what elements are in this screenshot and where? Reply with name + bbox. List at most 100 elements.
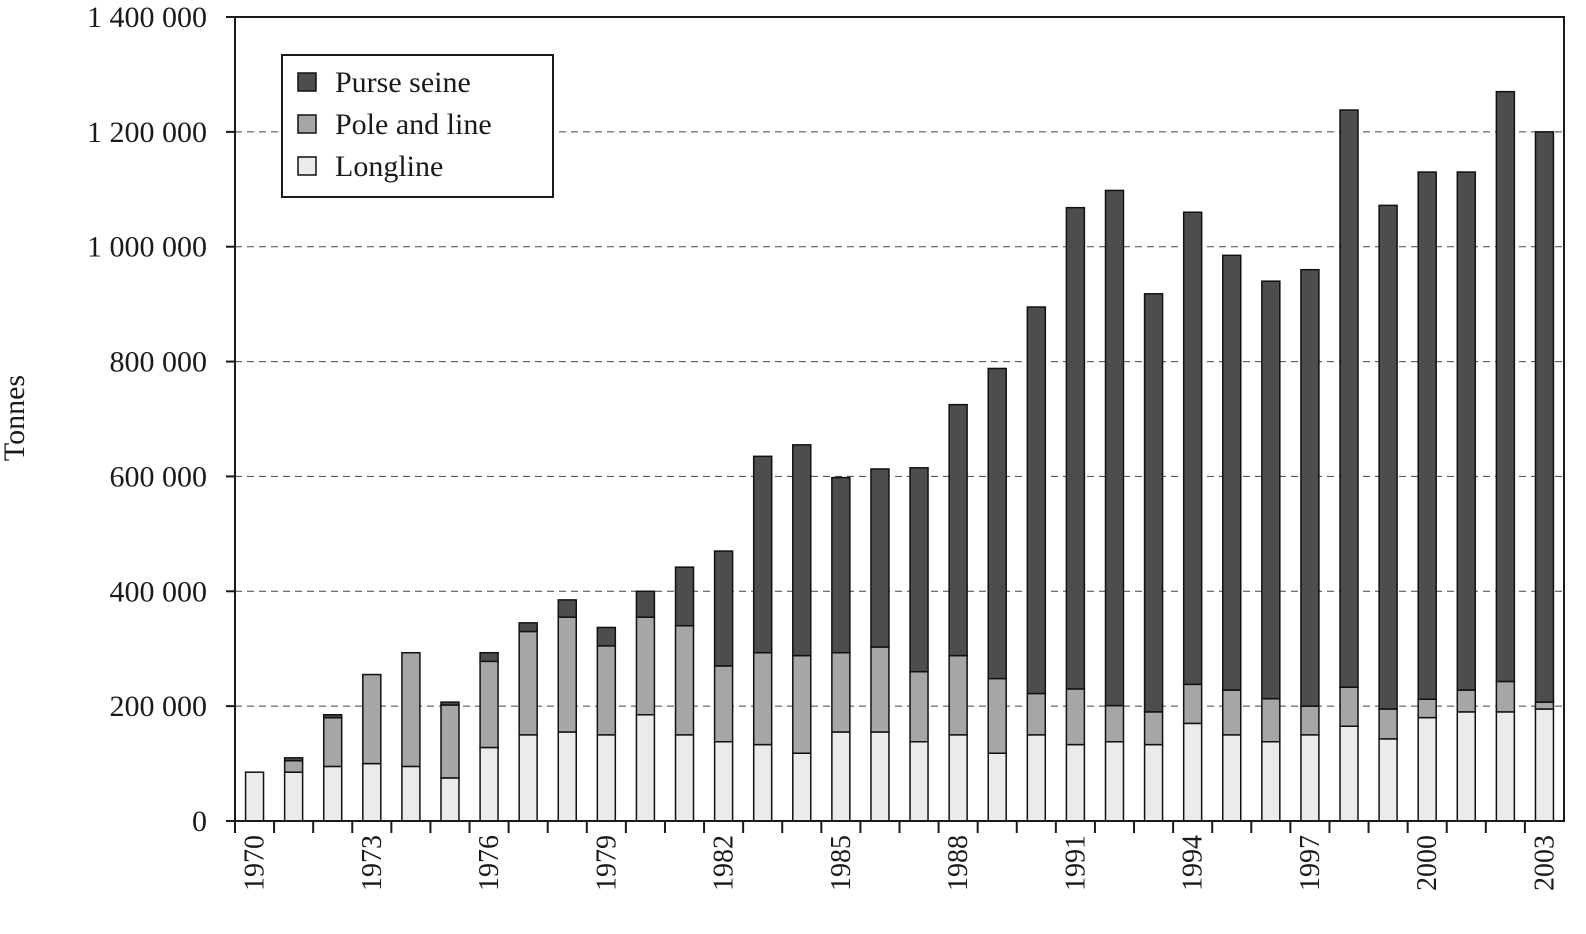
legend-swatch: [297, 72, 317, 92]
bar-segment-purse-seine: [1182, 211, 1203, 686]
bar-stack-1996: [1261, 280, 1281, 822]
bar-segment-pole-and-line: [322, 716, 343, 768]
y-tick-label: 1 200 000: [87, 116, 207, 149]
y-axis-label: Tonnes: [0, 375, 31, 461]
bar-segment-pole-and-line: [635, 616, 656, 716]
bar-segment-purse-seine: [1261, 280, 1281, 700]
legend-label: Purse seine: [335, 66, 471, 99]
bar-segment-pole-and-line: [401, 651, 421, 768]
bar-segment-longline: [909, 740, 929, 822]
x-tick-label: 1997: [1295, 835, 1326, 891]
bar-stack-1971: [283, 757, 304, 822]
x-tick-label: 1970: [240, 835, 271, 891]
bar-segment-longline: [479, 746, 499, 822]
bar-segment-longline: [401, 765, 421, 822]
legend: Purse seine Pole and line Longline: [281, 54, 554, 198]
bar-stack-2000: [1417, 171, 1437, 822]
bar-segment-purse-seine: [1495, 90, 1516, 683]
bar-segment-longline: [674, 734, 695, 822]
y-tick-label: 200 000: [110, 690, 208, 723]
bar-segment-longline: [870, 731, 890, 822]
bar-segment-longline: [1456, 711, 1477, 822]
y-tick-label: 0: [192, 805, 207, 838]
bar-stack-1985: [831, 476, 851, 822]
bar-stack-1979: [596, 626, 617, 822]
bar-segment-pole-and-line: [1222, 689, 1242, 736]
bar-stack-1993: [1143, 293, 1164, 822]
bar-segment-pole-and-line: [1300, 705, 1320, 736]
bar-segment-purse-seine: [596, 626, 617, 647]
bar-segment-longline: [596, 734, 617, 822]
bar-segment-purse-seine: [831, 476, 851, 654]
x-tick-label: 1994: [1178, 835, 1209, 891]
x-tick-label: 1991: [1060, 835, 1091, 891]
bar-segment-pole-and-line: [1261, 697, 1281, 743]
bar-segment-longline: [1339, 725, 1359, 822]
bar-segment-longline: [557, 731, 577, 822]
bar-segment-pole-and-line: [752, 651, 773, 746]
bar-segment-longline: [1026, 734, 1047, 822]
gridlines: [235, 131, 1564, 707]
bar-segment-pole-and-line: [948, 654, 968, 736]
bar-stack-1977: [518, 622, 538, 822]
legend-box: [281, 54, 554, 198]
bar-segment-longline: [1065, 743, 1086, 822]
bar-stack-1975: [440, 701, 460, 822]
axes: 0 200 000 400 000 600 000 800 000 1 000 000 1 …: [87, 1, 1565, 891]
bar-segment-longline: [635, 714, 656, 822]
bar-segment-pole-and-line: [1378, 708, 1398, 740]
bar-stack-1974: [401, 651, 421, 822]
bar-segment-pole-and-line: [362, 673, 382, 765]
bar-segment-longline: [244, 771, 265, 822]
bar-segment-longline: [1222, 734, 1242, 822]
bar-segment-pole-and-line: [831, 651, 851, 733]
bar-segment-pole-and-line: [1534, 701, 1555, 710]
legend-label: Pole and line: [335, 108, 492, 141]
bar-stack-1984: [792, 444, 812, 822]
y-tick-label: 800 000: [110, 346, 208, 379]
bar-segment-pole-and-line: [283, 759, 304, 773]
bar-segment-longline: [322, 765, 343, 822]
bar-stack-1999: [1378, 204, 1398, 822]
x-tick-label: 2003: [1529, 835, 1560, 891]
bar-stack-2001: [1456, 171, 1477, 822]
bar-segment-purse-seine: [557, 599, 577, 618]
y-tick-label: 400 000: [110, 575, 208, 608]
bar-segment-longline: [1300, 734, 1320, 822]
bar-stack-1998: [1339, 109, 1359, 822]
bar-segment-purse-seine: [1456, 171, 1477, 691]
x-tick-label: 1979: [591, 835, 622, 891]
bar-segment-longline: [440, 777, 460, 822]
x-tick-label: 1976: [474, 835, 505, 891]
bar-segment-purse-seine: [1417, 171, 1437, 701]
bar-segment-purse-seine: [792, 444, 812, 657]
bar-stack-1978: [557, 599, 577, 822]
bar-segment-purse-seine: [1104, 189, 1125, 707]
bar-segment-purse-seine: [635, 590, 656, 618]
bar-segment-purse-seine: [283, 757, 304, 762]
bar-segment-purse-seine: [440, 701, 460, 706]
bar-segment-longline: [362, 762, 382, 822]
y-tick-label: 600 000: [110, 460, 208, 493]
bar-stack-1970: [244, 771, 265, 822]
bar-segment-purse-seine: [1339, 109, 1359, 688]
bar-segment-longline: [1182, 722, 1203, 822]
bar-stack-1983: [752, 455, 773, 822]
bar-segment-purse-seine: [674, 566, 695, 627]
bar-segment-purse-seine: [1378, 204, 1398, 710]
bar-stack-1973: [362, 673, 382, 822]
x-tick-label: 1985: [826, 835, 857, 891]
bar-segment-pole-and-line: [1417, 698, 1437, 719]
bar-segment-purse-seine: [713, 550, 734, 667]
bar-stack-1982: [713, 550, 734, 822]
bar-segment-pole-and-line: [1339, 686, 1359, 727]
bar-segment-longline: [1495, 711, 1516, 822]
legend-swatch: [297, 114, 317, 134]
bar-segment-purse-seine: [752, 455, 773, 654]
bar-stack-1990: [1026, 306, 1047, 822]
bar-segment-purse-seine: [518, 622, 538, 633]
bar-segment-longline: [283, 771, 304, 822]
bar-segment-longline: [831, 731, 851, 822]
